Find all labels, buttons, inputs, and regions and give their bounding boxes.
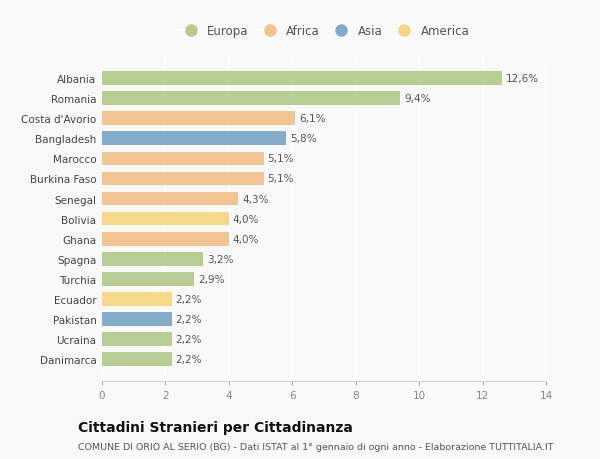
Bar — [102, 333, 172, 346]
Text: 9,4%: 9,4% — [404, 94, 430, 104]
Bar — [102, 152, 264, 166]
Text: 3,2%: 3,2% — [207, 254, 234, 264]
Bar — [102, 252, 203, 266]
Text: 4,0%: 4,0% — [233, 234, 259, 244]
Text: 5,8%: 5,8% — [290, 134, 316, 144]
Bar — [102, 172, 264, 186]
Text: 4,3%: 4,3% — [242, 194, 269, 204]
Text: Cittadini Stranieri per Cittadinanza: Cittadini Stranieri per Cittadinanza — [78, 420, 353, 434]
Text: COMUNE DI ORIO AL SERIO (BG) - Dati ISTAT al 1° gennaio di ogni anno - Elaborazi: COMUNE DI ORIO AL SERIO (BG) - Dati ISTA… — [78, 442, 554, 451]
Text: 2,2%: 2,2% — [176, 335, 202, 344]
Text: 2,2%: 2,2% — [176, 294, 202, 304]
Legend: Europa, Africa, Asia, America: Europa, Africa, Asia, America — [175, 21, 473, 41]
Bar — [102, 232, 229, 246]
Text: 5,1%: 5,1% — [268, 154, 294, 164]
Text: 6,1%: 6,1% — [299, 114, 326, 124]
Bar — [102, 92, 400, 106]
Bar — [102, 353, 172, 366]
Text: 2,2%: 2,2% — [176, 354, 202, 364]
Text: 5,1%: 5,1% — [268, 174, 294, 184]
Bar — [102, 132, 286, 146]
Bar — [102, 213, 229, 226]
Text: 2,2%: 2,2% — [176, 314, 202, 325]
Text: 12,6%: 12,6% — [505, 74, 539, 84]
Text: 2,9%: 2,9% — [198, 274, 224, 284]
Bar — [102, 192, 238, 206]
Bar — [102, 292, 172, 306]
Bar — [102, 273, 194, 286]
Bar — [102, 112, 295, 126]
Bar — [102, 313, 172, 326]
Bar — [102, 72, 502, 86]
Text: 4,0%: 4,0% — [233, 214, 259, 224]
